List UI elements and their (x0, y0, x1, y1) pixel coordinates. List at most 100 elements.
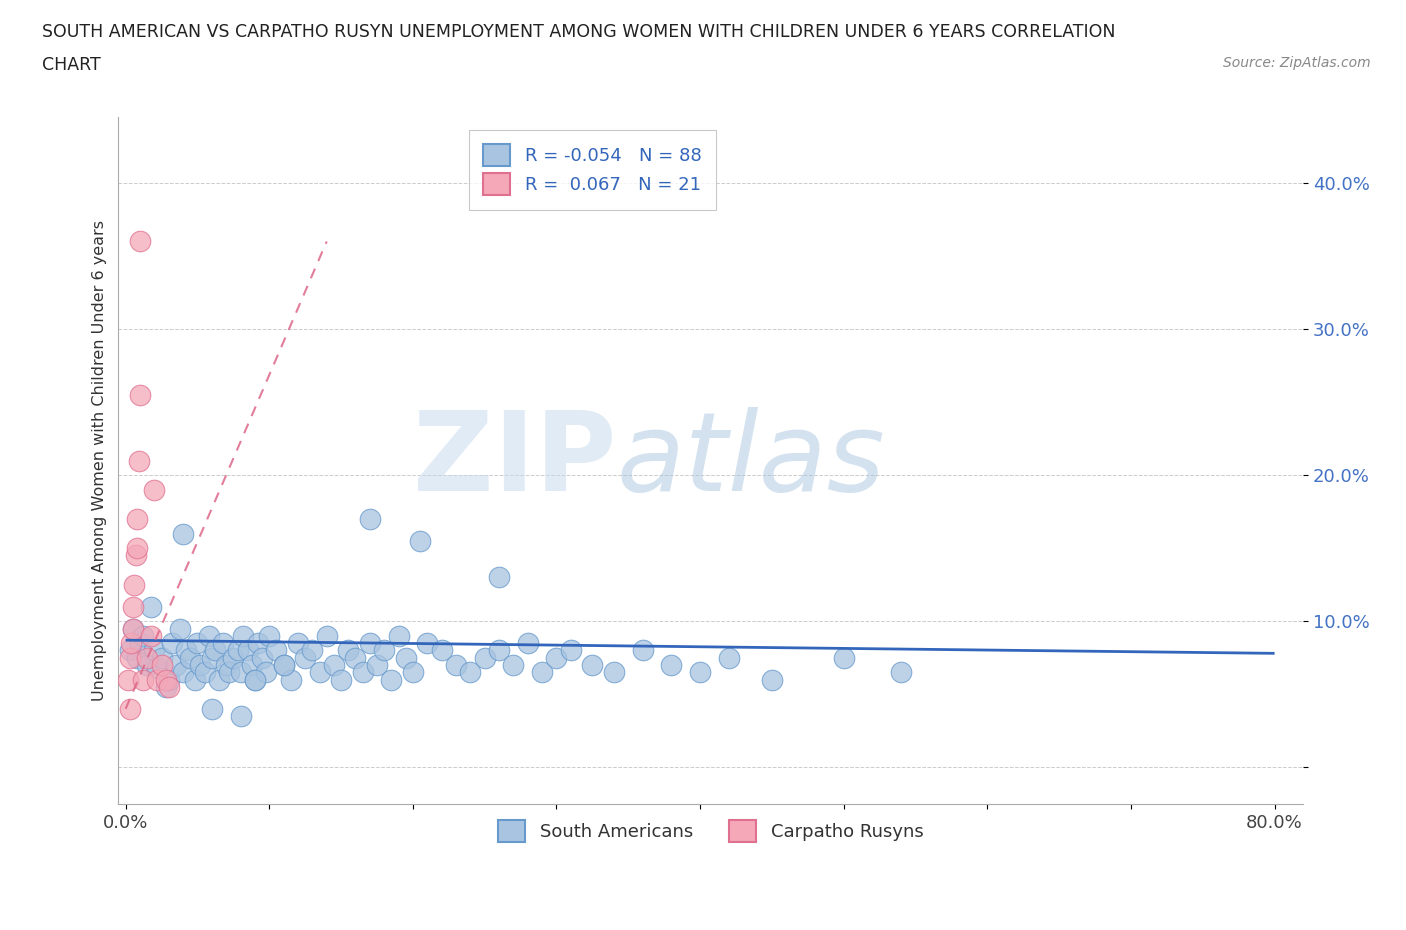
Point (246, 636, 269, 651)
Point (240, 658, 263, 672)
Point (560, 643, 582, 658)
Point (218, 665, 240, 680)
Point (546, 650, 568, 665)
Point (717, 650, 740, 665)
Point (157, 672, 180, 687)
Point (118, 650, 141, 665)
Point (337, 643, 360, 658)
Text: atlas: atlas (616, 407, 884, 514)
Text: CHART: CHART (42, 56, 101, 73)
Point (127, 512, 149, 526)
Point (118, 701, 141, 716)
Point (226, 643, 249, 658)
Point (141, 629, 163, 644)
Point (174, 643, 197, 658)
Point (359, 512, 381, 526)
Point (330, 672, 353, 687)
Point (315, 629, 337, 644)
Point (118, 643, 141, 658)
Point (387, 629, 409, 644)
Point (250, 650, 273, 665)
Point (832, 650, 855, 665)
Point (322, 658, 344, 672)
Point (603, 665, 626, 680)
Point (212, 636, 235, 651)
Point (127, 650, 149, 665)
Point (172, 665, 194, 680)
Point (631, 643, 654, 658)
Point (201, 701, 224, 716)
Point (172, 526, 194, 541)
Point (208, 672, 231, 687)
Point (201, 650, 224, 665)
Point (402, 665, 425, 680)
Point (266, 643, 288, 658)
Point (229, 709, 252, 724)
Point (761, 672, 783, 687)
Point (502, 658, 524, 672)
Point (444, 658, 467, 672)
Point (344, 650, 367, 665)
Y-axis label: Unemployment Among Women with Children Under 6 years: Unemployment Among Women with Children U… (93, 220, 107, 701)
Point (155, 680, 177, 695)
Point (890, 665, 912, 680)
Point (155, 672, 177, 687)
Point (129, 388, 152, 403)
Point (395, 650, 418, 665)
Point (136, 658, 159, 672)
Point (186, 636, 208, 651)
Point (150, 650, 173, 665)
Point (136, 650, 159, 665)
Point (308, 665, 330, 680)
Point (121, 621, 143, 636)
Point (236, 643, 259, 658)
Point (143, 483, 166, 498)
Point (516, 636, 538, 651)
Point (531, 665, 554, 680)
Point (352, 665, 374, 680)
Point (129, 234, 152, 249)
Point (188, 658, 211, 672)
Point (366, 658, 388, 672)
Point (689, 665, 711, 680)
Legend: South Americans, Carpatho Rusyns: South Americans, Carpatho Rusyns (484, 805, 938, 857)
Point (222, 650, 245, 665)
Point (120, 636, 142, 651)
Point (373, 643, 395, 658)
Point (488, 570, 510, 585)
Text: SOUTH AMERICAN VS CARPATHO RUSYN UNEMPLOYMENT AMONG WOMEN WITH CHILDREN UNDER 6 : SOUTH AMERICAN VS CARPATHO RUSYN UNEMPLO… (42, 23, 1116, 41)
Point (127, 540, 149, 555)
Point (359, 636, 381, 651)
Point (122, 578, 145, 592)
Point (254, 665, 277, 680)
Point (229, 665, 252, 680)
Point (474, 650, 496, 665)
Point (132, 672, 155, 687)
Point (198, 629, 221, 644)
Text: ZIP: ZIP (413, 407, 616, 514)
Point (287, 636, 309, 651)
Point (280, 672, 302, 687)
Point (121, 621, 143, 636)
Point (204, 643, 226, 658)
Point (169, 621, 191, 636)
Point (430, 643, 453, 658)
Point (581, 658, 603, 672)
Point (243, 672, 266, 687)
Point (301, 643, 323, 658)
Point (273, 658, 295, 672)
Point (243, 672, 266, 687)
Point (179, 650, 201, 665)
Point (380, 672, 402, 687)
Point (160, 636, 183, 651)
Point (416, 636, 439, 651)
Point (257, 629, 280, 644)
Point (132, 629, 155, 644)
Point (117, 672, 139, 687)
Point (460, 665, 482, 680)
Point (150, 658, 173, 672)
Point (143, 643, 166, 658)
Point (124, 548, 146, 563)
Point (146, 660, 169, 675)
Point (157, 680, 180, 695)
